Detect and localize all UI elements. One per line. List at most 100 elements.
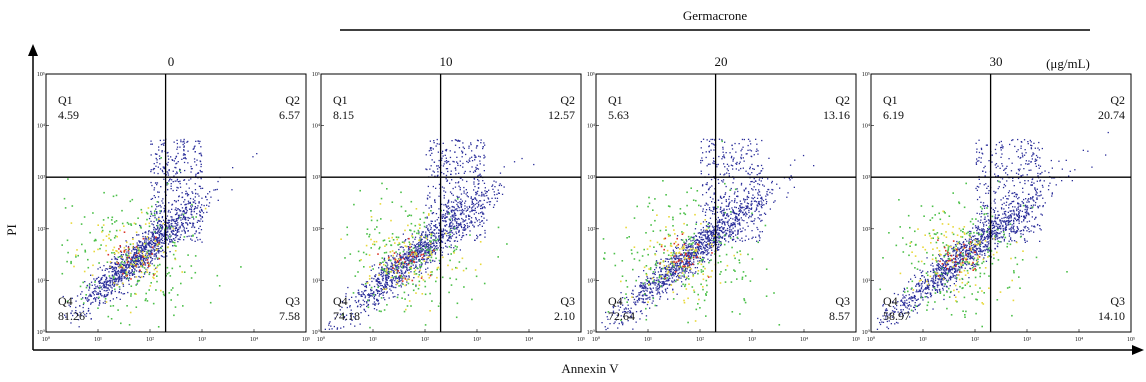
panel-title: 0 [168,54,175,69]
quadrant-q2-value: 6.57 [279,108,300,122]
quadrant-q4-value: 74.18 [333,309,360,323]
x-tick-label: 10¹ [369,337,377,343]
x-tick-label: 10⁰ [42,336,51,343]
density-core [602,140,781,326]
panel-title: 20 [715,54,728,69]
quadrant-q1-value: 4.59 [58,108,79,122]
density-core [879,180,1068,328]
x-tick-label: 10¹ [94,337,102,343]
quadrant-q1-name: Q1 [333,93,348,107]
quadrant-q3-name: Q3 [560,294,575,308]
x-axis-arrow-icon [1132,345,1144,355]
y-tick-label: 10⁴ [37,124,45,130]
quadrant-q4-name: Q4 [883,294,898,308]
quadrant-q2-name: Q2 [560,93,575,107]
y-tick-label: 10⁴ [312,124,320,130]
y-tick-label: 10⁰ [312,329,321,336]
x-tick-label: 10⁰ [592,336,601,343]
quadrant-q4-value: 72.64 [608,309,635,323]
quadrant-q4-value: 81.26 [58,309,85,323]
quadrant-q1-name: Q1 [883,93,898,107]
y-tick-label: 10⁵ [587,72,595,78]
y-tick-label: 10⁰ [37,329,46,336]
x-tick-label: 10⁰ [317,336,326,343]
y-tick-label: 10⁴ [862,124,870,130]
unit-label: (μg/mL) [1046,56,1090,71]
x-tick-label: 10⁰ [867,336,876,343]
quadrant-q3-value: 14.10 [1098,309,1125,323]
x-tick-label: 10³ [473,337,481,343]
quadrant-q1-name: Q1 [608,93,623,107]
panel-frame [45,73,307,333]
y-axis-label: PI [4,224,19,236]
x-tick-label: 10⁴ [525,337,533,343]
quadrant-q2-name: Q2 [835,93,850,107]
y-tick-label: 10³ [312,175,320,181]
x-tick-label: 10² [696,337,704,343]
x-tick-label: 10² [146,337,154,343]
x-tick-label: 10⁴ [800,337,808,343]
x-tick-label: 10⁵ [577,337,585,343]
y-tick-label: 10⁴ [587,124,595,130]
quadrant-q3-name: Q3 [1110,294,1125,308]
x-tick-label: 10² [971,337,979,343]
quadrant-q4-name: Q4 [58,294,73,308]
x-axis-label: Annexin V [561,361,619,376]
quadrant-q3-name: Q3 [285,294,300,308]
quadrant-q1-value: 6.19 [883,108,904,122]
density-core [61,157,242,328]
y-tick-label: 10² [587,227,595,233]
quadrant-q3-value: 2.10 [554,309,575,323]
y-tick-label: 10¹ [312,278,320,284]
y-tick-label: 10² [862,227,870,233]
y-axis-arrow-icon [28,44,38,56]
y-tick-label: 10¹ [587,278,595,284]
quadrant-q2-value: 20.74 [1098,108,1125,122]
y-tick-label: 10⁵ [312,72,320,78]
panel-frame [320,73,582,333]
treatment-label: Germacrone [683,8,747,23]
x-tick-label: 10⁴ [1075,337,1083,343]
y-tick-label: 10⁰ [587,329,596,336]
y-tick-label: 10³ [37,175,45,181]
panels: 10⁰10⁰10¹10¹10²10²10³10³10⁴10⁴10⁵10⁵0Q14… [37,54,1135,343]
y-tick-label: 10¹ [862,278,870,284]
quadrant-q4-name: Q4 [333,294,348,308]
quadrant-q1-name: Q1 [58,93,73,107]
quadrant-q2-value: 12.57 [548,108,575,122]
y-tick-label: 10³ [862,175,870,181]
x-tick-label: 10² [421,337,429,343]
quadrant-q3-value: 7.58 [279,309,300,323]
quadrant-q2-name: Q2 [285,93,300,107]
y-tick-label: 10¹ [37,278,45,284]
y-tick-label: 10⁵ [862,72,870,78]
y-tick-label: 10² [312,227,320,233]
x-tick-label: 10³ [748,337,756,343]
quadrant-q3-name: Q3 [835,294,850,308]
quadrant-q1-value: 8.15 [333,108,354,122]
y-tick-label: 10⁵ [37,72,45,78]
x-tick-label: 10³ [198,337,206,343]
x-tick-label: 10³ [1023,337,1031,343]
y-tick-label: 10³ [587,175,595,181]
y-tick-label: 10² [37,227,45,233]
x-tick-label: 10¹ [644,337,652,343]
quadrant-q2-value: 13.16 [823,108,850,122]
panel-frame [870,73,1132,333]
x-tick-label: 10⁴ [250,337,258,343]
quadrant-q4-value: 58.97 [883,309,910,323]
x-tick-label: 10⁵ [1127,337,1135,343]
panel-title: 30 [990,54,1003,69]
x-tick-label: 10⁵ [302,337,310,343]
panel-frame [595,73,857,333]
quadrant-q3-value: 8.57 [829,309,850,323]
quadrant-q1-value: 5.63 [608,108,629,122]
quadrant-q2-name: Q2 [1110,93,1125,107]
event-dots [876,131,1109,330]
y-tick-label: 10⁰ [862,329,871,336]
